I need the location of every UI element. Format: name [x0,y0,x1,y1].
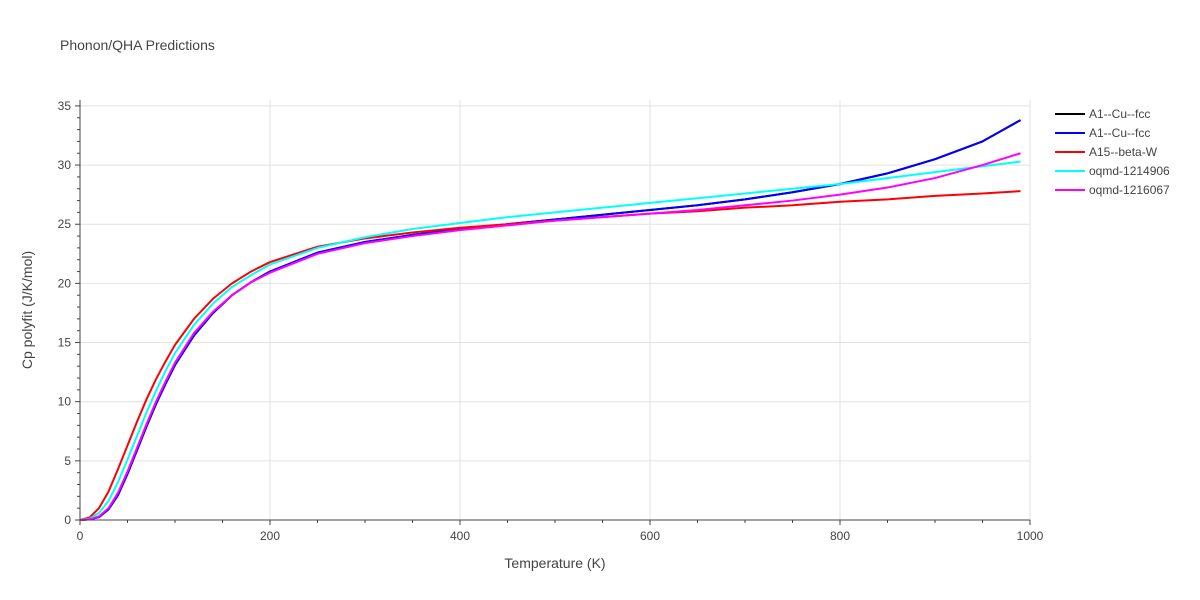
legend-label: A1--Cu--fcc [1089,107,1150,121]
axes: 0 200 400 600 800 1000 0 5 10 15 20 25 30 35 [58,99,1044,543]
plot-area [79,119,1021,521]
y-axis-title: Cp polyfit (J/K/mol) [19,251,35,369]
legend-label: A1--Cu--fcc [1089,126,1150,140]
x-tick-label: 0 [77,529,84,543]
series-line-3 [79,190,1021,521]
x-tick-label: 200 [260,529,280,543]
x-tick-label: 1000 [1017,529,1044,543]
y-tick-label: 30 [58,158,72,172]
chart-title: Phonon/QHA Predictions [60,37,215,53]
series-line-4 [79,160,1021,521]
legend-item-5[interactable]: oqmd-1216067 [1055,183,1170,197]
legend[interactable]: A1--Cu--fcc A1--Cu--fcc A15--beta-W oqmd-12… [1055,107,1170,197]
x-tick-label: 400 [450,529,470,543]
grid [80,100,1031,520]
legend-item-2[interactable]: A1--Cu--fcc [1055,126,1150,140]
x-tick-label: 800 [830,529,850,543]
x-tick-label: 600 [640,529,660,543]
legend-label: A15--beta-W [1089,145,1158,159]
y-tick-label: 20 [58,276,72,290]
y-tick-label: 5 [64,454,71,468]
y-tick-label: 35 [58,99,72,113]
legend-label: oqmd-1216067 [1089,183,1170,197]
legend-item-1[interactable]: A1--Cu--fcc [1055,107,1150,121]
y-tick-label: 15 [58,336,72,350]
legend-item-3[interactable]: A15--beta-W [1055,145,1158,159]
legend-label: oqmd-1214906 [1089,164,1170,178]
x-axis-title: Temperature (K) [504,555,605,571]
legend-item-4[interactable]: oqmd-1214906 [1055,164,1170,178]
y-tick-label: 25 [58,217,72,231]
y-tick-label: 0 [64,513,71,527]
series-line-5 [79,152,1021,521]
y-tick-label: 10 [58,395,72,409]
